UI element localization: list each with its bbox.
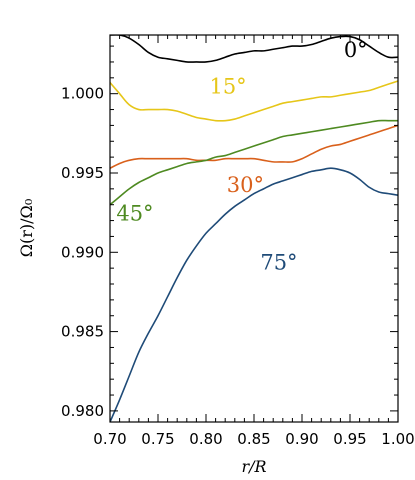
- y-tick-label: 1.000: [61, 85, 104, 103]
- y-tick-label: 0.990: [61, 243, 104, 261]
- series-line-1: [110, 80, 398, 122]
- y-tick-label: 0.995: [61, 164, 104, 182]
- x-tick-label: 0.80: [189, 430, 222, 448]
- x-tick-label: 0.90: [285, 430, 318, 448]
- series-line-4: [110, 167, 398, 422]
- x-tick-label: 1.00: [381, 430, 414, 448]
- series-label-4: 75°: [260, 251, 297, 275]
- x-tick-label: 0.85: [237, 430, 270, 448]
- series-line-3: [110, 119, 398, 206]
- x-tick-label: 0.95: [333, 430, 366, 448]
- series-labels: 0° 15° 30° 45° 75°: [116, 38, 367, 275]
- plot-area: [109, 34, 399, 423]
- series-label-1: 15°: [209, 75, 246, 99]
- x-tick-label: 0.75: [141, 430, 174, 448]
- x-tick-label: 0.70: [93, 430, 126, 448]
- series-label-2: 30°: [227, 173, 264, 197]
- y-axis-label: Ω(r)/Ω₀: [17, 199, 36, 257]
- y-tick-label: 0.985: [61, 323, 104, 341]
- axis-ticks: 0.70 0.75 0.80 0.85 0.90 0.95 1.00 0.980 0.985 0.…: [61, 35, 415, 448]
- y-tick-label: 0.980: [61, 402, 104, 420]
- series-label-3: 45°: [116, 202, 153, 226]
- series-line-2: [110, 124, 398, 169]
- x-axis-label: r/R: [241, 457, 266, 476]
- series-label-0: 0°: [344, 38, 368, 62]
